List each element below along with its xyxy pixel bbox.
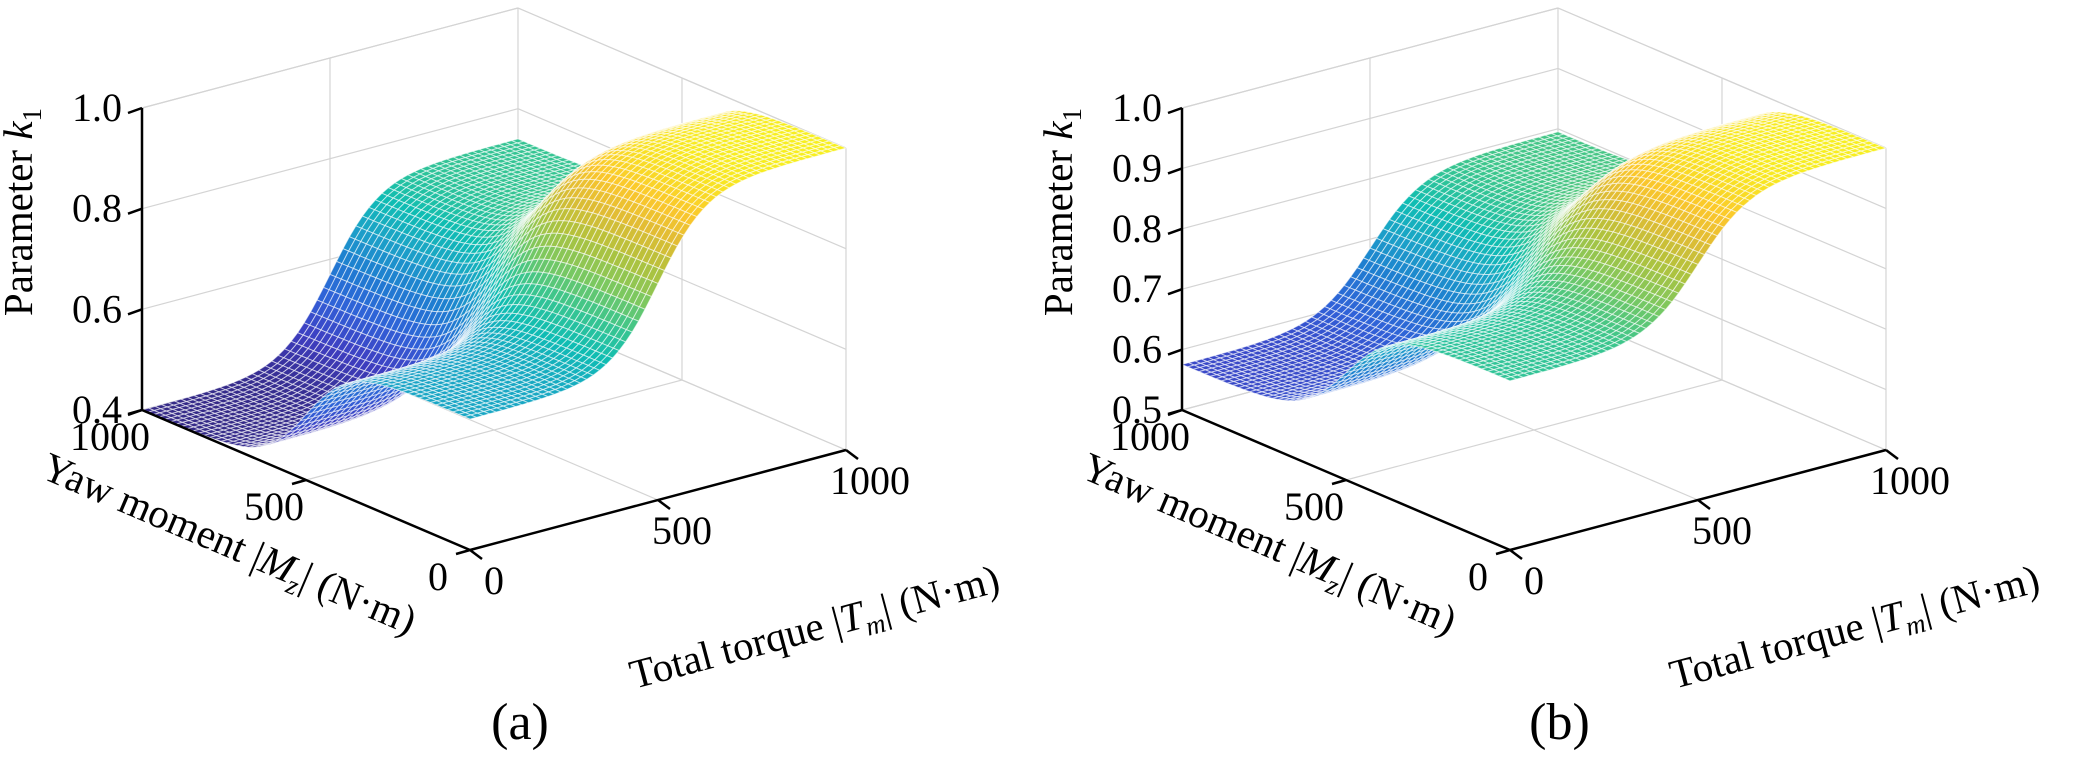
svg-text:Parameter k1: Parameter k1 (0, 108, 47, 316)
svg-text:Yaw moment |Mz| (N·m): Yaw moment |Mz| (N·m) (1073, 443, 1463, 649)
svg-text:0.8: 0.8 (1112, 206, 1162, 251)
svg-text:1.0: 1.0 (72, 85, 122, 130)
svg-text:500: 500 (1692, 508, 1752, 553)
svg-text:0.8: 0.8 (72, 186, 122, 231)
svg-text:500: 500 (244, 484, 304, 529)
svg-text:500: 500 (652, 508, 712, 553)
svg-text:Yaw moment |Mz| (N·m): Yaw moment |Mz| (N·m) (33, 443, 423, 649)
panel-b: 0 500 1000 0 500 1000 0.5 0.6 0.7 0.8 0.9 1.0 Parame… (1040, 0, 2079, 783)
svg-text:Parameter k1: Parameter k1 (1040, 108, 1087, 316)
svg-text:500: 500 (1284, 484, 1344, 529)
svg-text:0.5: 0.5 (1112, 387, 1162, 432)
svg-text:0: 0 (484, 558, 504, 603)
svg-text:1000: 1000 (1870, 458, 1950, 503)
surface-plot-b: 05001000050010000.50.60.70.80.91.0Parame… (1040, 7, 2046, 690)
svg-text:1000: 1000 (830, 458, 910, 503)
svg-text:1000: 1000 (70, 414, 150, 459)
svg-text:1000: 1000 (1110, 414, 1190, 459)
caption-b: (b) (1529, 694, 1590, 751)
svg-text:0.4: 0.4 (72, 387, 122, 432)
caption-a: (a) (491, 694, 549, 751)
svg-text:0.7: 0.7 (1112, 266, 1162, 311)
svg-text:0.9: 0.9 (1112, 145, 1162, 190)
svg-text:0: 0 (1468, 554, 1488, 599)
svg-text:0.6: 0.6 (72, 286, 122, 331)
svg-text:Total torque |Tm| (N·m): Total torque |Tm| (N·m) (625, 555, 1006, 690)
svg-text:0: 0 (428, 554, 448, 599)
svg-text:Total torque |Tm| (N·m): Total torque |Tm| (N·m) (1665, 555, 2046, 690)
svg-text:1.0: 1.0 (1112, 85, 1162, 130)
svg-text:0.6: 0.6 (1112, 327, 1162, 372)
svg-text:0: 0 (1524, 558, 1544, 603)
